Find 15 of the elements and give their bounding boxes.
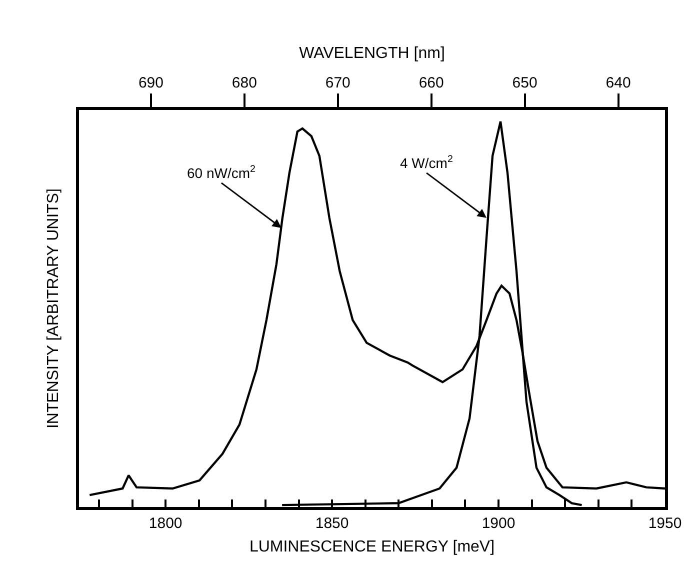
- x2-tick-label: 660: [418, 74, 444, 92]
- x2-tick-label: 670: [325, 74, 350, 92]
- x-tick-label: 1800: [148, 514, 182, 532]
- x-axis-title: LUMINESCENCE ENERGY [meV]: [249, 538, 495, 556]
- x-tick-label: 1900: [482, 514, 516, 532]
- x2-tick-label: 690: [138, 74, 164, 92]
- x2-tick-label: 680: [232, 74, 257, 92]
- x2-tick-label: 650: [512, 74, 538, 92]
- x-tick-label: 1950: [648, 514, 682, 532]
- x2-tick-label: 640: [606, 74, 631, 92]
- annotation: 4 W/cm$^{2}$: [400, 154, 453, 171]
- annotation: 60 nW/cm$^{2}$: [187, 164, 256, 181]
- y-axis-title: INTENSITY [ARBITRARY UNITS]: [45, 188, 62, 429]
- x-tick-label: 1850: [315, 514, 349, 532]
- x2-axis-title: WAVELENGTH [nm]: [299, 45, 445, 62]
